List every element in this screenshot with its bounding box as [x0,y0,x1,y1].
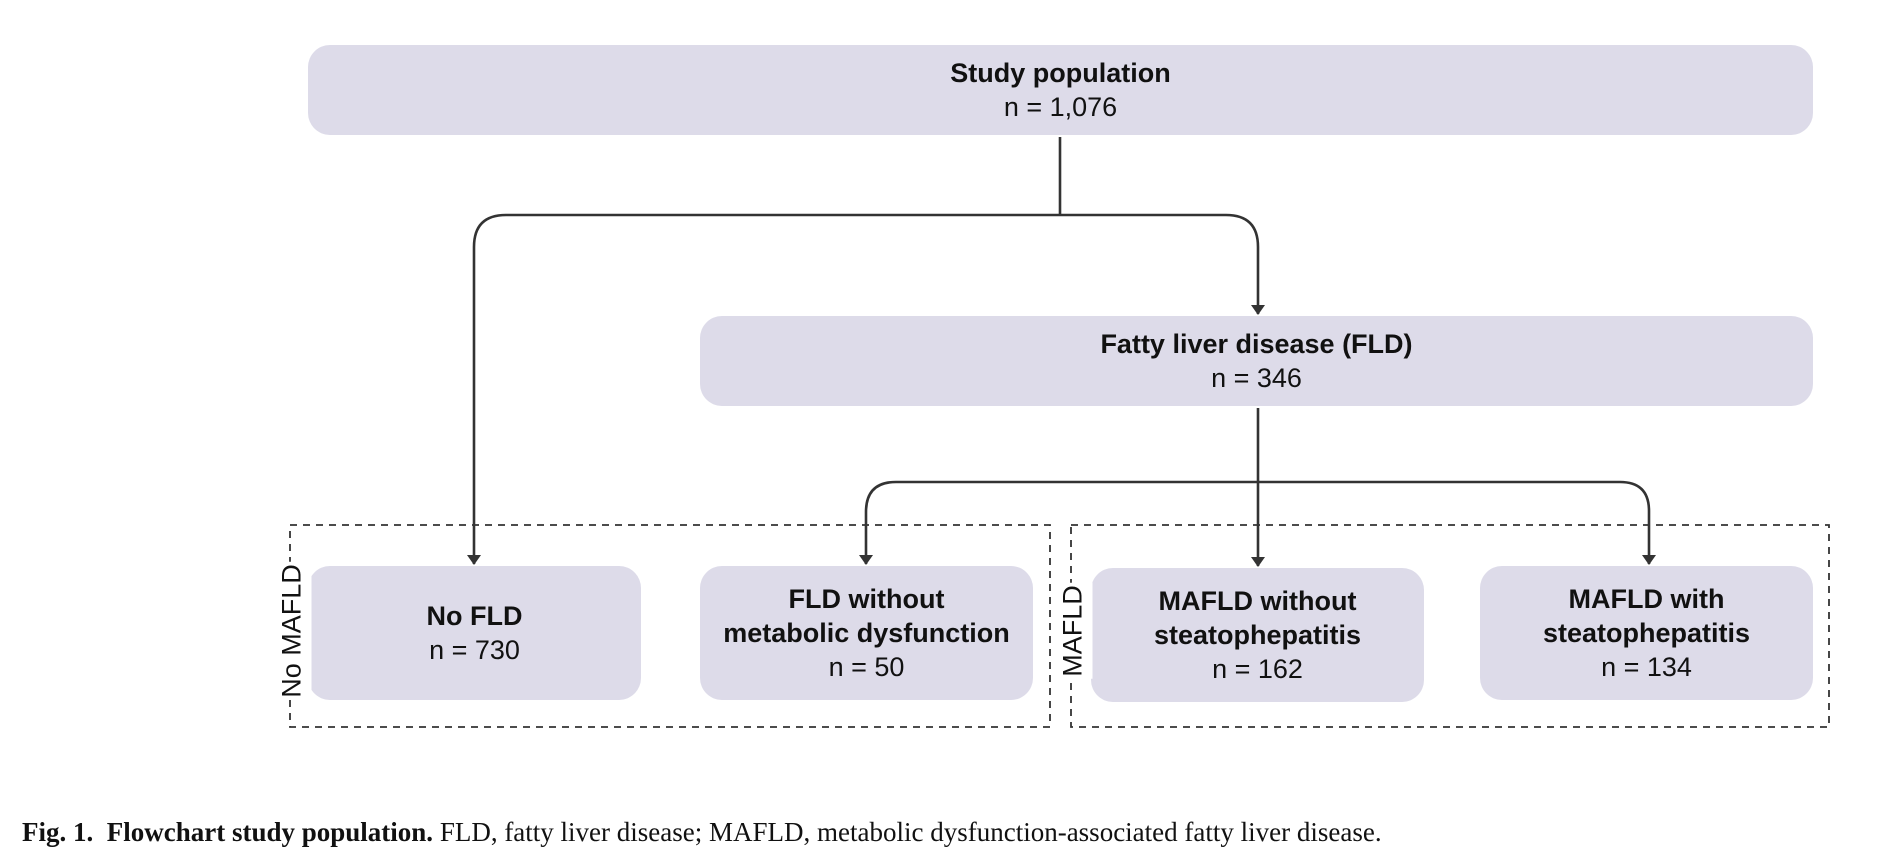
caption-title: Flowchart study population. [106,817,434,847]
mafld-with-steatophepatitis-node: MAFLD with steatophepatitis n = 134 [1480,566,1813,700]
caption-figure-label: Fig. 1. [22,817,94,847]
study-population-title: Study population [950,58,1171,88]
mafld-group-outline [1070,524,1830,728]
mafld-without-steatophepatitis-node: MAFLD without steatophepatitis n = 162 [1091,568,1424,702]
no-fld-count: n = 730 [429,635,520,665]
fld-node: Fatty liver disease (FLD) n = 346 [700,316,1813,406]
no-fld-title: No FLD [426,601,523,631]
fld-without-md-count: n = 50 [828,652,905,682]
connector-fld-to-fld-without-md [859,480,1258,565]
no-mafld-group-label: No MAFLD [272,562,312,700]
mafld-without-sh-count: n = 162 [1212,654,1303,684]
mafld-without-sh-title-line1: MAFLD without [1158,586,1357,616]
no-fld-node: No FLD n = 730 [308,566,641,700]
mafld-with-sh-title-line2: steatophepatitis [1542,618,1751,648]
fld-count: n = 346 [1211,363,1302,393]
connector-study-to-fld [1060,213,1265,315]
fld-title: Fatty liver disease (FLD) [1100,329,1413,359]
fld-without-metabolic-dysfunction-node: FLD without metabolic dysfunction n = 50 [700,566,1033,700]
caption-text: FLD, fatty liver disease; MAFLD, metabol… [439,817,1382,847]
study-population-count: n = 1,076 [1003,92,1118,122]
fld-without-md-title-line1: FLD without [788,584,945,614]
mafld-with-sh-title-line1: MAFLD with [1568,584,1725,614]
connector-study-to-nofld [467,213,1060,565]
study-population-node: Study population n = 1,076 [308,45,1813,135]
mafld-without-sh-title-line2: steatophepatitis [1153,620,1362,650]
mafld-with-sh-count: n = 134 [1601,652,1692,682]
connector-fld-to-mafld-with [1258,480,1656,565]
fld-without-md-title-line2: metabolic dysfunction [723,618,1010,648]
mafld-group-label: MAFLD [1053,583,1093,679]
figure-caption: Fig. 1. Flowchart study population. FLD,… [22,817,1382,848]
